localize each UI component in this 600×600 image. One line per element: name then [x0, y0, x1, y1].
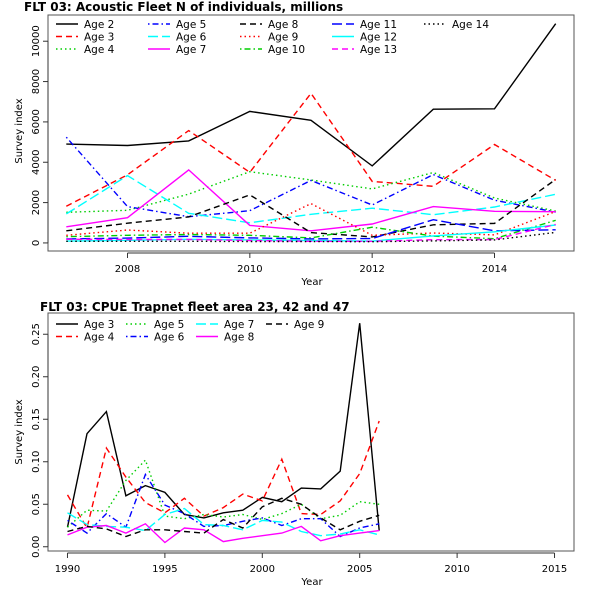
legend-label: Age 8 [224, 332, 254, 344]
legend-item: Age 14 [424, 19, 489, 31]
legend-label: Age 5 [154, 319, 184, 331]
legend-label: Age 3 [84, 32, 114, 44]
legend-label: Age 8 [268, 19, 298, 31]
x-tick-label: 2000 [250, 564, 275, 575]
series-line-age-2 [66, 23, 557, 167]
y-tick-label: 0.20 [31, 366, 42, 388]
x-axis-label: Year [300, 277, 323, 288]
y-tick-label: 8000 [31, 69, 42, 94]
y-axis: 0.00 0.05 0.10 0.15 0.20 0.25 [31, 323, 49, 558]
series-line-age-10 [66, 219, 556, 240]
x-tick-label: 2015 [542, 564, 567, 575]
series-line-age-4 [66, 170, 556, 213]
x-tick-label: 2005 [347, 564, 372, 575]
y-tick-label: 0.05 [31, 493, 42, 515]
y-tick-label: 0 [31, 240, 42, 246]
legend-label: Age 4 [84, 332, 115, 344]
legend-label: Age 6 [176, 32, 207, 44]
series-line-age-7 [66, 168, 556, 232]
y-tick-label: 4000 [31, 150, 42, 175]
series-line-age-11 [66, 218, 556, 240]
legend-label: Age 6 [154, 332, 185, 344]
series-line-age-8 [67, 522, 380, 544]
x-tick-label: 1995 [152, 564, 177, 575]
y-tick-label: 0.00 [31, 536, 42, 558]
x-axis-label: Year [300, 577, 323, 588]
legend-item: Age 5 [148, 19, 206, 31]
legend-item: Age 9 [240, 32, 298, 44]
series-line-age-5 [67, 458, 380, 528]
legend-item: Age 12 [332, 32, 397, 44]
x-tick-label: 2010 [237, 264, 262, 275]
legend-label: Age 14 [452, 19, 489, 31]
legend-item: Age 10 [240, 44, 305, 56]
legend-label: Age 10 [268, 44, 305, 56]
x-axis: 1990 1995 2000 2005 2010 2015 [55, 552, 567, 575]
series-line-age-4 [66, 420, 380, 530]
legend-label: Age 11 [360, 19, 397, 31]
y-axis-label: Survey index [14, 98, 25, 163]
legend-item: Age 4 [56, 332, 115, 344]
legend-label: Age 7 [176, 44, 206, 56]
legend-item: Age 9 [266, 319, 324, 331]
legend-item: Age 11 [332, 19, 397, 31]
legend-item: Age 6 [148, 32, 207, 44]
legend-item: Age 6 [126, 332, 185, 344]
legend-label: Age 7 [224, 319, 254, 331]
legend-label: Age 12 [360, 32, 397, 44]
plot-frame [47, 312, 575, 552]
series-line-age-7 [67, 507, 380, 537]
legend-label: Age 13 [360, 44, 397, 56]
chart-title: FLT 03: CPUE Trapnet fleet area 23, 42 a… [40, 300, 350, 314]
series-line-age-5 [65, 136, 556, 218]
y-tick-label: 0.25 [31, 323, 42, 345]
y-tick-label: 0.15 [31, 408, 42, 430]
x-tick-label: 2010 [444, 564, 469, 575]
legend-item: Age 7 [196, 319, 254, 331]
legend-label: Age 3 [84, 319, 114, 331]
legend-item: Age 4 [56, 44, 115, 56]
x-tick-label: 2012 [359, 264, 384, 275]
legend-label: Age 9 [268, 32, 298, 44]
y-tick-label: 0.10 [31, 451, 42, 473]
x-tick-label: 1990 [55, 564, 80, 575]
legend-item: Age 8 [196, 332, 254, 344]
plot-frame [47, 14, 575, 252]
legend-item: Age 8 [240, 19, 298, 31]
legend-item: Age 7 [148, 44, 206, 56]
y-tick-label: 2000 [31, 190, 42, 215]
legend-item: Age 2 [56, 19, 114, 31]
series-line-age-6 [65, 174, 556, 224]
y-axis: 0 2000 4000 6000 8000 10000 [31, 25, 49, 246]
legend-item: Age 3 [56, 32, 114, 44]
cpue-trapnet-panel: FLT 03: CPUE Trapnet fleet area 23, 42 a… [14, 300, 575, 588]
series-layer [66, 323, 380, 544]
legend-item: Age 3 [56, 319, 114, 331]
series-line-age-13 [66, 223, 556, 243]
x-axis: 2008 2010 2012 2014 [115, 252, 507, 275]
y-tick-label: 6000 [31, 109, 42, 134]
y-tick-label: 10000 [31, 25, 42, 57]
series-line-age-9 [67, 497, 380, 538]
legend-label: Age 9 [294, 319, 324, 331]
series-layer [65, 23, 557, 243]
series-line-age-14 [66, 231, 556, 243]
x-tick-label: 2008 [115, 264, 140, 275]
x-tick-label: 2014 [482, 264, 507, 275]
legend-item: Age 13 [332, 44, 397, 56]
series-line-age-8 [66, 178, 557, 238]
legend-label: Age 2 [84, 19, 114, 31]
legend-label: Age 4 [84, 44, 115, 56]
legend-label: Age 5 [176, 19, 206, 31]
legend-item: Age 5 [126, 319, 184, 331]
acoustic-fleet-panel: FLT 03: Acoustic Fleet N of individuals,… [14, 0, 575, 288]
series-line-age-3 [65, 92, 557, 207]
chart-title: FLT 03: Acoustic Fleet N of individuals,… [24, 0, 343, 14]
series-line-age-9 [66, 202, 556, 237]
y-axis-label: Survey index [14, 399, 25, 464]
